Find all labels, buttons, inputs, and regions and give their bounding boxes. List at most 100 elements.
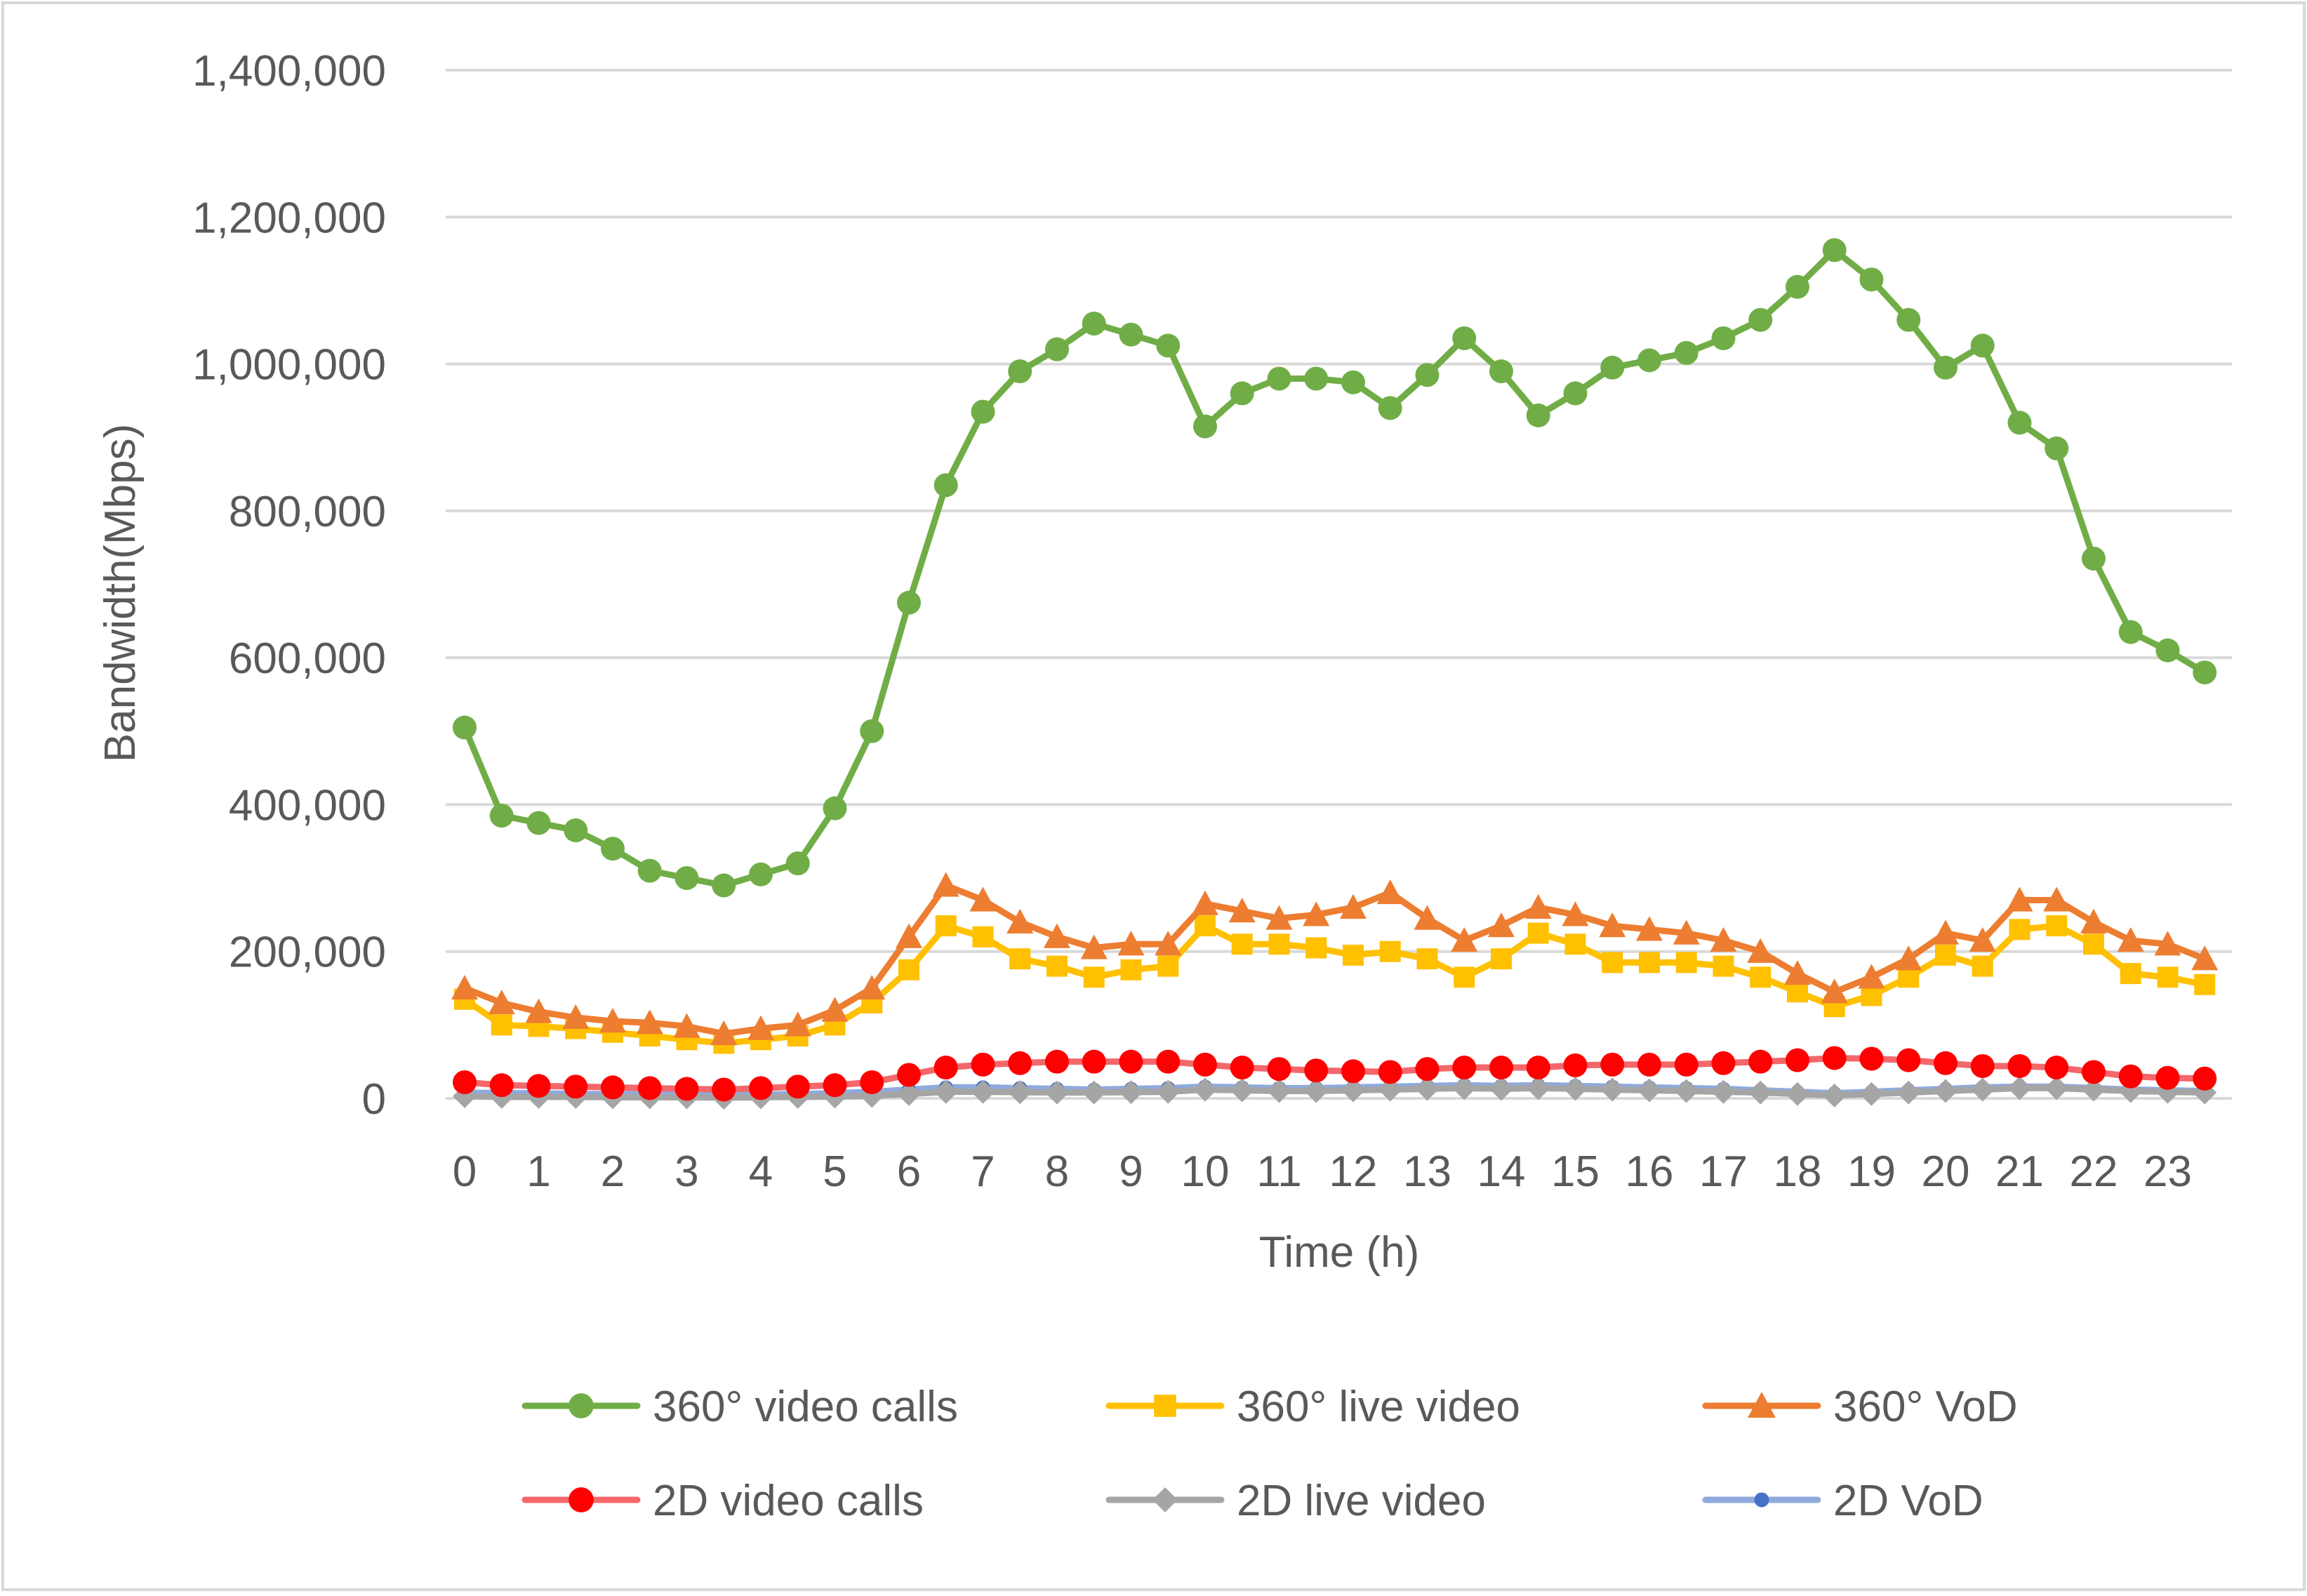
data-point (489, 804, 514, 828)
data-point (972, 926, 994, 947)
data-point (1600, 355, 1625, 380)
data-point (1195, 915, 1216, 937)
data-point (1045, 1049, 1069, 1074)
data-point (2045, 1076, 2069, 1100)
data-point (1526, 1056, 1550, 1080)
data-point (599, 1008, 626, 1033)
x-tick-label: 14 (1477, 1148, 1526, 1196)
data-point (1636, 916, 1663, 941)
data-point (1378, 1060, 1402, 1084)
data-point (784, 1011, 811, 1037)
data-point (1120, 959, 1142, 980)
data-point (2155, 638, 2180, 663)
data-point (1265, 905, 1293, 930)
data-point (1268, 933, 1290, 955)
x-tick-label: 0 (453, 1148, 477, 1196)
data-point (897, 1063, 921, 1087)
data-point (1972, 955, 1993, 977)
data-point (821, 997, 849, 1022)
data-point (1343, 944, 1364, 966)
data-point (858, 975, 886, 1000)
legend-item: 2D VoD (1702, 1477, 1983, 1525)
data-point (1008, 1080, 1032, 1105)
data-point (1489, 1056, 1513, 1080)
data-point (1009, 948, 1031, 970)
data-point (1119, 322, 1143, 347)
data-point (969, 886, 997, 912)
data-point (2194, 973, 2216, 995)
data-point (1674, 1079, 1698, 1103)
data-point (489, 1073, 514, 1098)
data-point (1415, 363, 1440, 387)
data-point (747, 1015, 774, 1040)
data-point (564, 1075, 588, 1099)
data-point (1340, 893, 1367, 919)
x-tick-label: 3 (674, 1148, 698, 1196)
data-point (601, 1075, 625, 1100)
data-point (1454, 966, 1475, 988)
x-tick-label: 12 (1329, 1148, 1378, 1196)
x-tick-label: 16 (1625, 1148, 1674, 1196)
data-point (2007, 1076, 2032, 1100)
data-point (1934, 1079, 1957, 1103)
legend-item: 2D live video (1105, 1477, 1486, 1525)
data-point (1341, 1078, 1365, 1103)
data-point (2082, 1060, 2106, 1084)
legend-label: 2D live video (1237, 1477, 1486, 1525)
data-point (1711, 1051, 1736, 1075)
x-tick-label: 17 (1699, 1148, 1748, 1196)
data-point (712, 1077, 736, 1102)
x-tick-label: 21 (1995, 1148, 2044, 1196)
data-point (1414, 905, 1441, 930)
data-point (823, 796, 847, 820)
data-point (1562, 901, 1589, 926)
data-point (860, 1070, 884, 1094)
data-point (1898, 966, 1920, 988)
data-point (1526, 1076, 1550, 1100)
data-point (1044, 923, 1070, 948)
data-point (2117, 927, 2144, 952)
y-tick-label: 1,400,000 (192, 47, 386, 95)
data-point (1045, 337, 1069, 361)
data-point (2155, 1065, 2180, 1090)
data-point (1600, 1077, 1625, 1102)
series-0 (453, 238, 2217, 898)
data-point (1563, 1077, 1588, 1101)
data-point (1379, 940, 1401, 962)
data-point (1082, 1049, 1106, 1074)
x-tick-label: 11 (1256, 1148, 1301, 1196)
x-tick-label: 7 (971, 1148, 995, 1196)
data-point (2045, 1056, 2069, 1080)
series-lines (451, 238, 2219, 1110)
data-point (562, 1004, 590, 1030)
data-point (1156, 333, 1181, 358)
data-point (1524, 893, 1552, 919)
data-point (1527, 922, 1549, 944)
legend-marker (1152, 1487, 1178, 1512)
data-point (1489, 359, 1513, 384)
data-point (785, 1075, 810, 1099)
data-point (1008, 1051, 1032, 1075)
y-tick-label: 800,000 (229, 488, 386, 536)
data-point (1599, 912, 1626, 938)
data-point (1193, 1077, 1217, 1102)
data-point (1119, 1049, 1143, 1074)
data-point (1786, 1048, 1809, 1072)
x-tick-label: 1 (526, 1148, 550, 1196)
legend-item: 360° video calls (521, 1383, 958, 1431)
data-point (1080, 934, 1108, 959)
data-point (525, 998, 552, 1023)
data-point (2009, 919, 2030, 940)
data-point (1747, 938, 1774, 963)
legend-label: 2D video calls (653, 1477, 924, 1525)
data-point (1750, 966, 1771, 988)
data-point (601, 837, 625, 861)
data-point (488, 989, 515, 1015)
data-point (1267, 1057, 1291, 1082)
data-point (1491, 948, 1512, 970)
data-point (1267, 366, 1291, 391)
data-point (1563, 381, 1588, 406)
data-point (1378, 1077, 1402, 1102)
x-tick-label: 23 (2143, 1148, 2192, 1196)
